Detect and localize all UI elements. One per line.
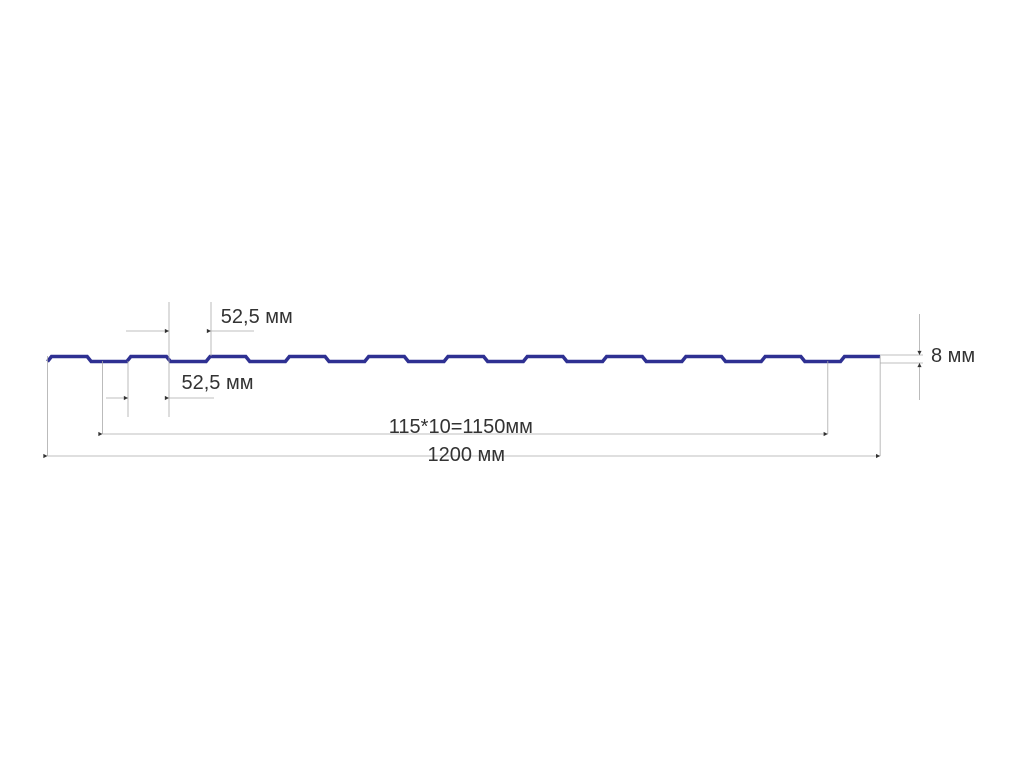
svg-text:52,5 мм: 52,5 мм — [221, 306, 293, 328]
svg-text:115*10=1150мм: 115*10=1150мм — [389, 416, 533, 438]
svg-text:52,5 мм: 52,5 мм — [182, 372, 254, 394]
svg-text:8 мм: 8 мм — [931, 345, 975, 367]
svg-text:1200 мм: 1200 мм — [428, 444, 506, 466]
